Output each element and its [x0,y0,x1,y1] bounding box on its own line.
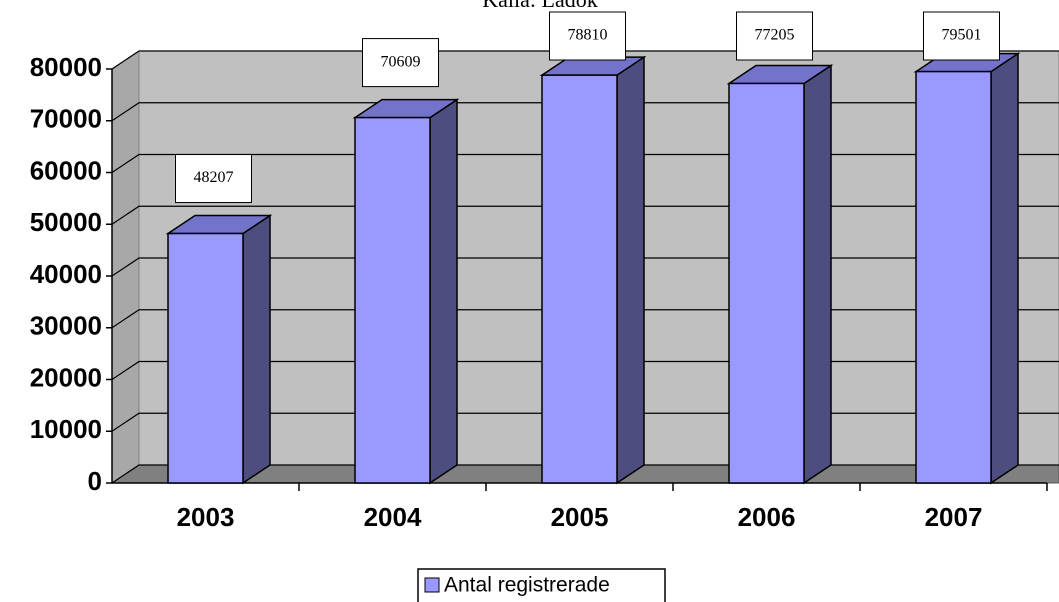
y-tick-label: 40000 [30,259,102,289]
value-label: 78810 [568,27,608,44]
value-label-box [175,154,252,204]
bar-side [803,64,832,485]
bar [354,116,431,484]
bar-side [242,214,271,485]
value-label: 48207 [194,169,234,186]
chart-title: Källa: Ladok [482,0,597,12]
x-tick-label: 2007 [925,502,983,532]
value-label: 70609 [381,53,421,70]
value-label-box [549,11,626,61]
value-label: 79501 [942,27,982,44]
bar [728,82,805,484]
y-tick-label: 50000 [30,207,102,237]
x-tick-label: 2004 [364,502,422,532]
y-tick-label: 80000 [30,52,102,82]
y-tick-label: 10000 [30,414,102,444]
legend-swatch [424,577,440,593]
x-tick-label: 2003 [177,502,235,532]
y-tick-label: 20000 [30,362,102,392]
bar [915,70,992,484]
legend: Antal registrerade [417,568,666,602]
bar [541,74,618,484]
bar-side [616,55,645,485]
bar-side [990,52,1019,485]
value-label: 77205 [755,27,795,44]
value-label-box [362,38,439,88]
bar [167,232,244,484]
x-tick-label: 2006 [738,502,796,532]
y-tick-label: 0 [88,466,102,496]
y-tick-label: 70000 [30,104,102,134]
y-tick-label: 60000 [30,155,102,185]
x-tick-label: 2005 [551,502,609,532]
y-tick-label: 30000 [30,311,102,341]
bar-side [429,98,458,485]
value-label-box [736,11,813,61]
legend-label: Antal registrerade [444,574,610,597]
value-label-box [923,11,1000,61]
legend-box [417,568,666,602]
